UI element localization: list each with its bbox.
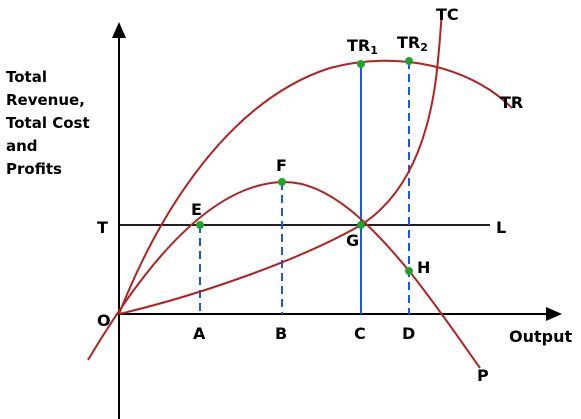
y-label-line-4: and	[6, 137, 38, 155]
y-axis-arrow	[112, 22, 126, 38]
point-e	[196, 221, 204, 229]
tr-curve	[118, 59, 513, 315]
profit-curve	[87, 180, 481, 369]
tr-curve-label: TR	[500, 93, 523, 112]
tr1-label-base: TR	[347, 36, 370, 55]
tc-curve	[118, 9, 443, 315]
y-axis-label: Total Revenue, Total Cost and Profits	[6, 66, 90, 181]
tr2-label: TR2	[397, 33, 428, 54]
level-label-t: T	[97, 218, 108, 237]
tr2-label-base: TR	[397, 33, 420, 52]
point-label-f: F	[276, 156, 287, 175]
tc-curve-label: TC	[436, 5, 459, 24]
x-tick-d: D	[402, 324, 415, 343]
point-label-h: H	[417, 258, 430, 277]
level-label-l: L	[496, 218, 506, 237]
x-tick-c: C	[354, 324, 366, 343]
point-tr2	[405, 57, 413, 65]
y-label-line-5: Profits	[6, 160, 62, 178]
point-label-g: G	[346, 231, 359, 250]
x-axis-arrow	[546, 307, 562, 321]
point-h	[405, 267, 413, 275]
y-label-line-2: Revenue,	[6, 91, 85, 109]
point-label-e: E	[191, 200, 202, 219]
point-f	[278, 178, 286, 186]
tr1-label-sub: 1	[370, 44, 378, 57]
point-tr1	[357, 60, 365, 68]
profit-curve-label: P	[477, 366, 489, 385]
y-label-line-1: Total	[6, 68, 47, 86]
y-label-line-3: Total Cost	[6, 114, 90, 132]
x-axis-label: Output	[509, 327, 572, 346]
x-tick-b: B	[275, 324, 287, 343]
tr1-label: TR1	[347, 36, 378, 57]
x-tick-a: A	[193, 324, 206, 343]
origin-label: O	[97, 311, 111, 330]
point-g	[357, 221, 365, 229]
tr2-label-sub: 2	[420, 41, 428, 54]
